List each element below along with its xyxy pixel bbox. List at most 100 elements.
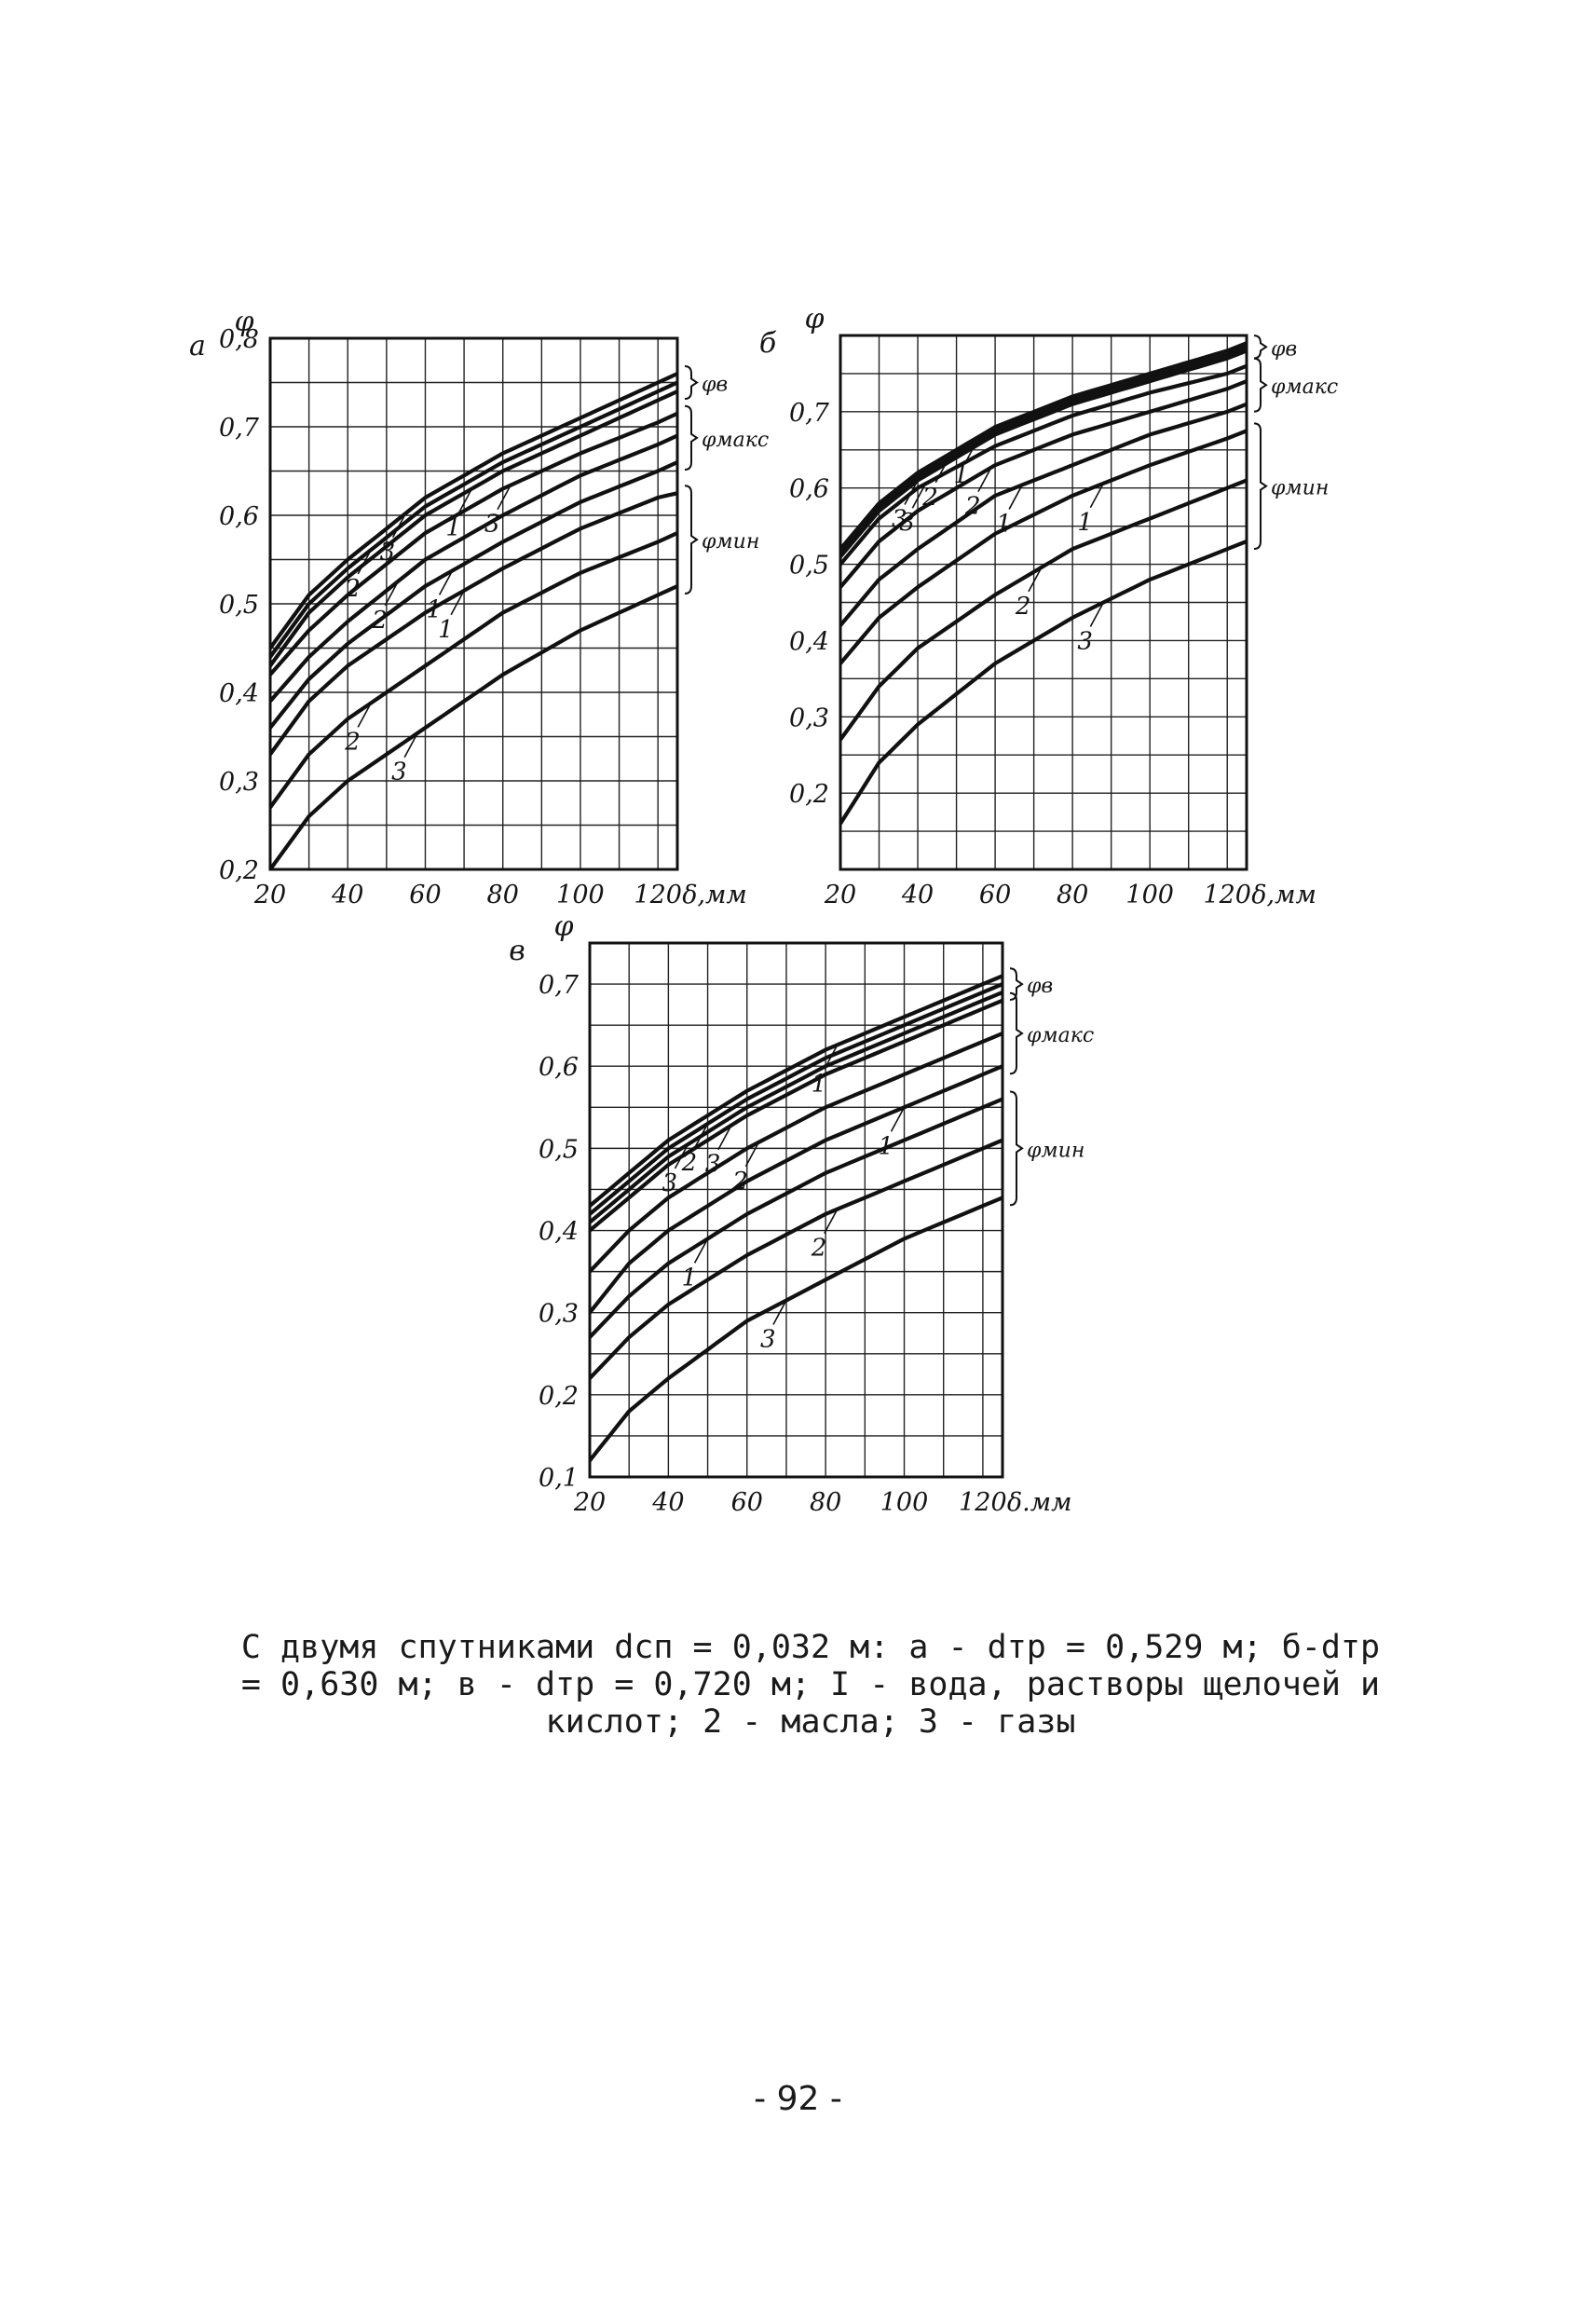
y-tick-label: 0,6 bbox=[789, 475, 829, 504]
x-tick-label: 80 bbox=[1057, 881, 1088, 909]
x-tick-label: 20 bbox=[253, 881, 286, 909]
y-tick-label: 0,3 bbox=[219, 768, 259, 797]
series-leader bbox=[1089, 483, 1105, 509]
x-tick-label: 60 bbox=[731, 1488, 763, 1517]
series-line-5 bbox=[588, 1032, 1003, 1274]
caption-line-2: = 0,630 м; в - dтр = 0,720 м; I - вода, … bbox=[240, 1666, 1381, 1703]
series-line-6 bbox=[839, 402, 1248, 627]
y-tick-label: 0,1 bbox=[539, 1464, 579, 1493]
series-line-9 bbox=[839, 540, 1248, 826]
group-label: φмакс bbox=[702, 429, 769, 452]
series-label: 2 bbox=[1015, 593, 1031, 621]
series-line-8 bbox=[268, 531, 678, 809]
series-label: 3 bbox=[1077, 628, 1093, 656]
caption-line-1: С двумя спутниками dсп = 0,032 м: а - dт… bbox=[240, 1629, 1381, 1666]
x-tick-label: 40 bbox=[331, 881, 363, 909]
group-brace bbox=[1009, 991, 1024, 1075]
group-label: φмин bbox=[702, 530, 759, 554]
group-label: φв bbox=[1271, 337, 1297, 361]
series-line-2 bbox=[839, 345, 1248, 554]
series-label: 3 bbox=[391, 759, 407, 786]
series-line-2 bbox=[588, 982, 1003, 1216]
grid bbox=[840, 335, 1247, 869]
series-leader bbox=[438, 569, 454, 595]
y-tick-label: 0,8 bbox=[219, 325, 259, 354]
group-label: φв bbox=[702, 374, 728, 397]
series-line-4 bbox=[839, 363, 1248, 566]
group-brace bbox=[684, 404, 699, 471]
x-axis-label: δ.мм bbox=[1007, 1488, 1072, 1517]
group-brace bbox=[1009, 967, 1024, 1001]
series-line-5 bbox=[839, 379, 1248, 589]
x-tick-label: 100 bbox=[1125, 881, 1174, 909]
y-tick-label: 0,4 bbox=[539, 1218, 579, 1247]
y-tick-label: 0,6 bbox=[219, 502, 259, 531]
series-line-7 bbox=[268, 491, 678, 756]
series-label: 1 bbox=[682, 1264, 698, 1292]
x-tick-label: 40 bbox=[651, 1488, 684, 1517]
series-line-5 bbox=[268, 433, 678, 703]
y-tick-label: 0,7 bbox=[539, 971, 580, 1000]
plot-frame bbox=[588, 941, 1004, 1479]
series-line-1 bbox=[268, 372, 678, 649]
series-line-2 bbox=[268, 380, 678, 659]
series-leader bbox=[717, 1125, 732, 1151]
group-label: φв bbox=[1027, 975, 1053, 998]
series-leader bbox=[1089, 602, 1105, 627]
y-tick-label: 0,3 bbox=[789, 704, 829, 732]
x-tick-label: 20 bbox=[573, 1488, 606, 1517]
series-line-9 bbox=[268, 584, 678, 871]
series-leader bbox=[890, 1106, 906, 1132]
series-line-8 bbox=[588, 1138, 1003, 1380]
series-leader bbox=[693, 1237, 709, 1264]
y-tick-label: 0,4 bbox=[219, 679, 259, 708]
series-label: 3 bbox=[760, 1325, 776, 1353]
y-tick-label: 0,7 bbox=[219, 414, 260, 443]
series-line-8 bbox=[839, 478, 1248, 742]
series-leader bbox=[403, 732, 418, 759]
series-line-3 bbox=[588, 990, 1003, 1224]
y-tick-label: 0,3 bbox=[539, 1300, 579, 1329]
group-brace bbox=[684, 485, 699, 595]
x-axis-label: δ,мм bbox=[682, 881, 747, 909]
x-tick-label: 120 bbox=[959, 1488, 1007, 1517]
y-tick-label: 0,5 bbox=[539, 1135, 579, 1164]
x-axis-label: δ,мм bbox=[1251, 881, 1316, 909]
x-tick-label: 80 bbox=[487, 881, 519, 909]
series-label: 3 bbox=[662, 1169, 677, 1197]
group-brace bbox=[1253, 335, 1268, 360]
series-leader bbox=[497, 485, 512, 511]
plot-frame bbox=[268, 336, 679, 871]
group-brace bbox=[1253, 357, 1268, 413]
x-tick-label: 80 bbox=[810, 1488, 841, 1517]
group-label: φмин bbox=[1271, 477, 1329, 500]
y-tick-label: 0,5 bbox=[219, 591, 259, 620]
x-tick-label: 40 bbox=[901, 881, 934, 909]
series-line-1 bbox=[588, 974, 1003, 1208]
panel-letter: в bbox=[509, 935, 525, 967]
y-tick-label: 0,2 bbox=[539, 1382, 579, 1411]
series-label: 2 bbox=[344, 728, 361, 756]
group-brace bbox=[1009, 1090, 1024, 1207]
group-label: φмакс bbox=[1271, 376, 1338, 399]
x-tick-label: 100 bbox=[880, 1488, 929, 1517]
series-leader bbox=[824, 1209, 839, 1234]
y-tick-label: 0,7 bbox=[789, 399, 830, 428]
y-axis-label: φ bbox=[234, 306, 253, 338]
series-label: 1 bbox=[1077, 509, 1093, 537]
y-tick-label: 0,2 bbox=[219, 856, 259, 885]
series-leader bbox=[772, 1300, 787, 1325]
series-leader bbox=[357, 703, 372, 728]
panel-letter: б bbox=[759, 327, 777, 360]
series-leader bbox=[911, 483, 927, 509]
figure-caption: С двумя спутниками dсп = 0,032 м: а - dт… bbox=[233, 1629, 1388, 1741]
group-label: φмин bbox=[1027, 1139, 1084, 1162]
x-tick-label: 60 bbox=[979, 881, 1011, 909]
series-line-7 bbox=[588, 1097, 1003, 1339]
y-tick-label: 0,4 bbox=[789, 627, 829, 656]
series-label: 2 bbox=[811, 1235, 827, 1263]
series-leader bbox=[977, 467, 992, 492]
y-axis-label: φ bbox=[804, 303, 824, 335]
